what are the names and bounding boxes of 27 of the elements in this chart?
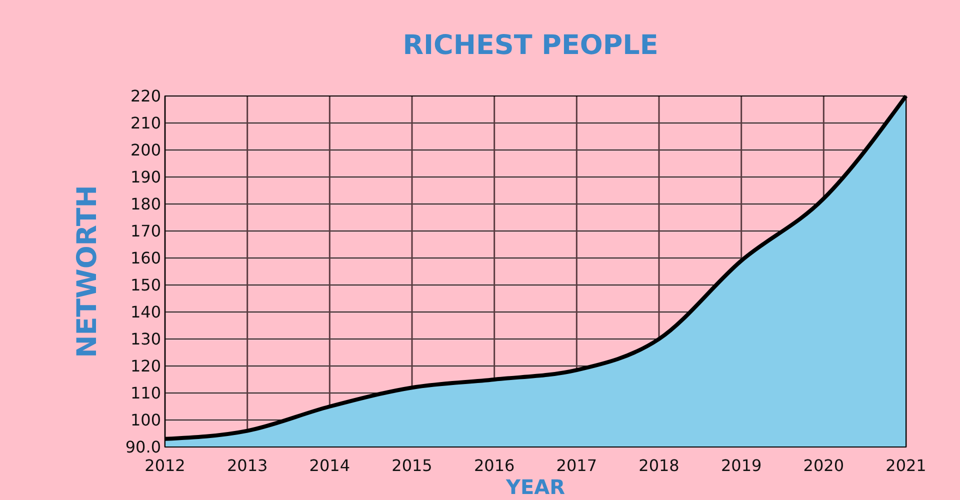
y-tick-label: 160 [130, 248, 161, 268]
y-tick-label: 120 [130, 356, 161, 376]
x-axis-title: YEAR [504, 475, 566, 499]
x-tick-label: 2019 [720, 456, 762, 475]
x-tick-label: 2014 [309, 456, 350, 475]
x-tick-label: 2017 [556, 456, 598, 475]
y-tick-label: 210 [130, 114, 161, 133]
x-tick-label: 2018 [638, 456, 680, 475]
x-tick-label: 2020 [803, 456, 844, 475]
y-tick-label: 150 [130, 276, 161, 295]
y-tick-label: 100 [130, 410, 161, 430]
chart-title: RICHEST PEOPLE [402, 30, 658, 61]
y-tick-label: 220 [130, 86, 161, 106]
x-tick-label: 2012 [144, 456, 186, 475]
y-tick-label: 190 [130, 168, 161, 187]
y-tick-label: 110 [130, 384, 161, 403]
y-tick-label: 170 [130, 222, 161, 241]
y-tick-label: 200 [130, 140, 161, 160]
x-tick-label: 2015 [392, 456, 432, 475]
y-tick-label: 180 [130, 194, 161, 214]
y-axis-title: NETWORTH [72, 185, 103, 358]
y-tick-label: 140 [130, 302, 161, 322]
x-tick-label: 2013 [226, 456, 268, 475]
x-tick-label: 2016 [474, 456, 515, 475]
y-tick-label: 90.0 [125, 438, 161, 457]
y-tick-label: 130 [130, 330, 161, 349]
x-tick-label: 2021 [886, 456, 926, 475]
